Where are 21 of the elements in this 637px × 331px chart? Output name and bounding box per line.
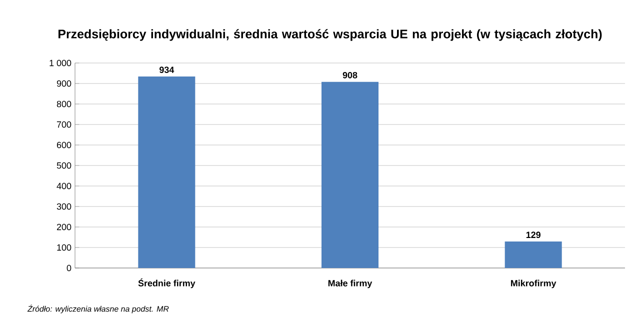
bar	[504, 242, 562, 268]
y-tick-label: 700	[56, 121, 72, 128]
data-label: 129	[526, 232, 540, 238]
data-label: 908	[342, 72, 358, 78]
y-tick-label: 100	[57, 244, 72, 251]
y-tick-label: 200	[56, 224, 72, 230]
x-tick-label: Mikrofirmy	[511, 280, 556, 288]
x-tick-label: Małe firmy	[328, 280, 372, 288]
chart-title: Przedsiębiorcy indywidualni, średnia wartość wsparcia UE na projekt (w tysiącach złotych)	[58, 29, 602, 41]
y-tick-label: 300	[56, 203, 72, 210]
x-tick-label: Średnie firmy	[138, 278, 196, 288]
y-tick-label: 0	[66, 264, 72, 272]
bar	[138, 76, 196, 268]
data-label: 934	[160, 66, 174, 73]
y-tick-label: 400	[56, 182, 72, 190]
y-tick-label: 1 000	[50, 60, 72, 66]
bar	[322, 82, 379, 268]
y-tick-label: 500	[56, 162, 72, 169]
y-tick-label: 800	[56, 100, 72, 108]
y-tick-label: 900	[56, 80, 72, 87]
y-tick-label: 600	[56, 142, 72, 148]
